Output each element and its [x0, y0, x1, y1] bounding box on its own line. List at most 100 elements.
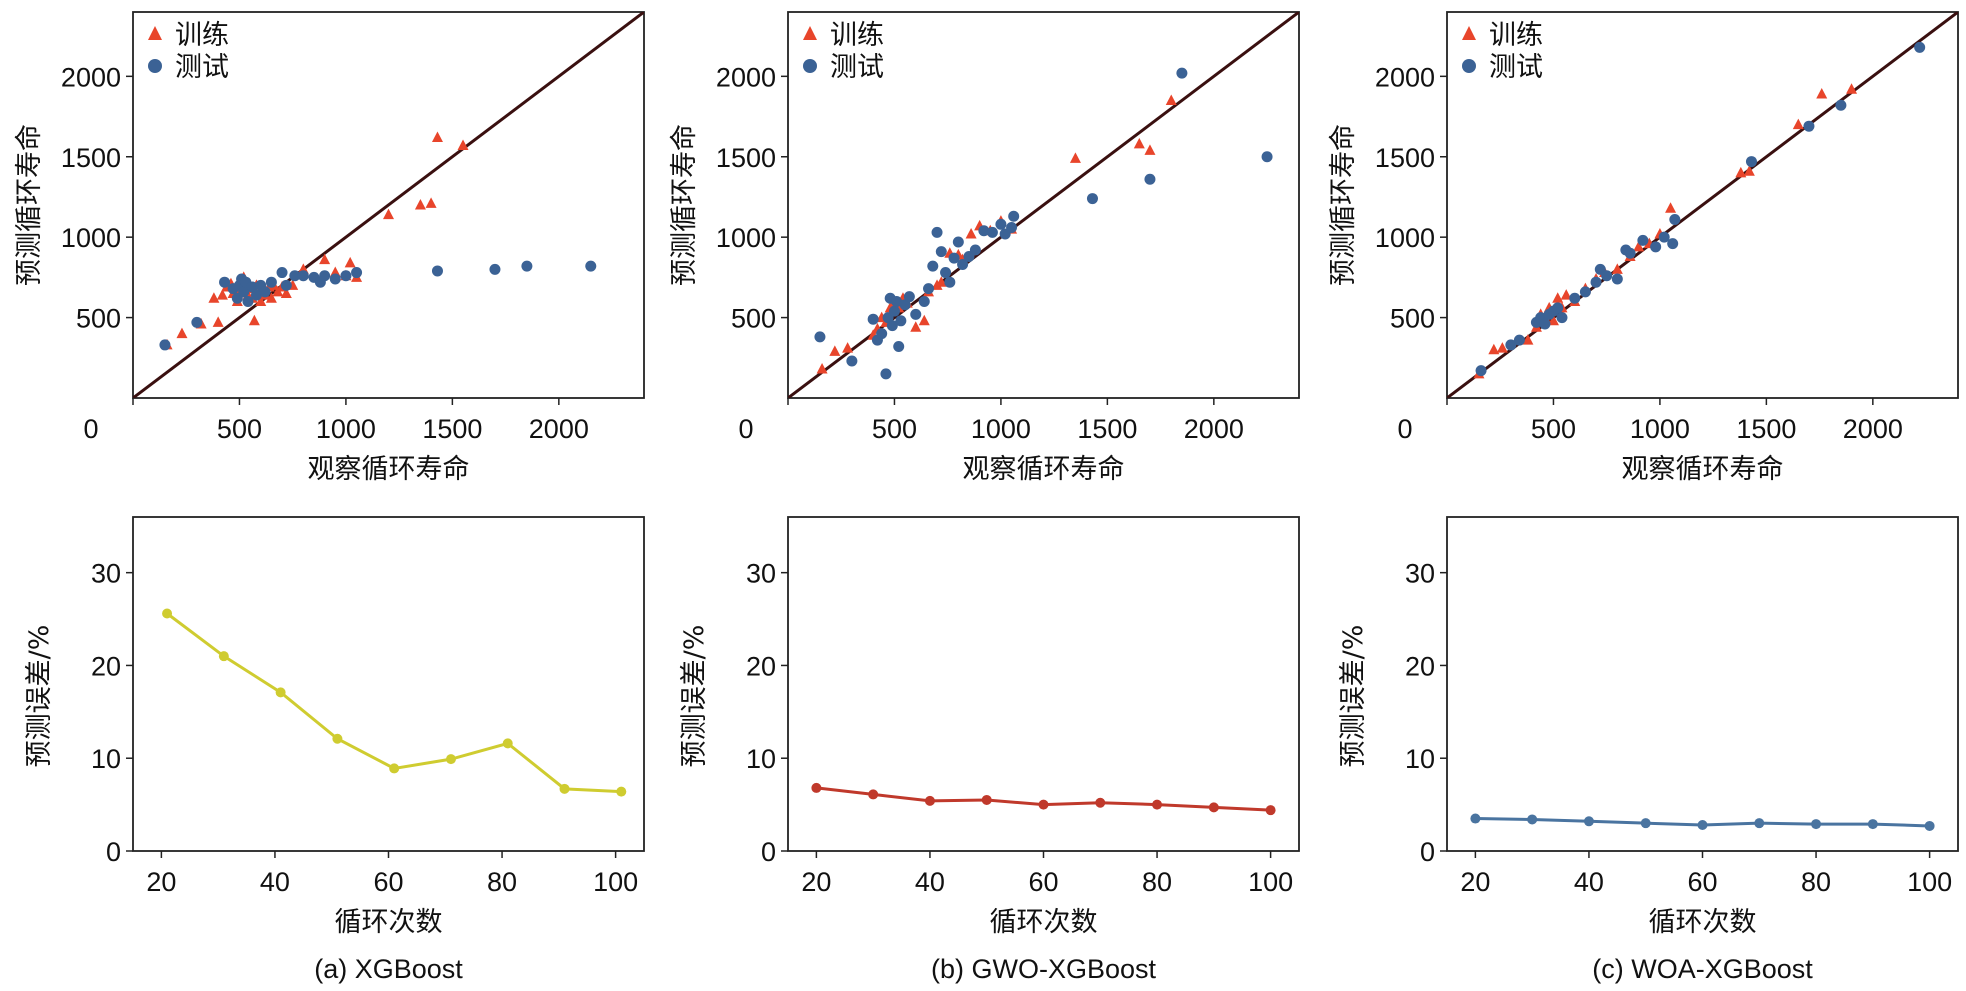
test-point: [1914, 41, 1926, 53]
legend-test-label: 测试: [175, 52, 229, 83]
test-point: [265, 276, 277, 288]
y-tick-label: 1500: [1375, 143, 1435, 173]
test-point: [489, 263, 501, 275]
x-tick-label: 100: [1907, 867, 1952, 897]
test-point: [585, 260, 597, 272]
train-point: [212, 316, 224, 327]
error-point: [559, 783, 570, 794]
x-tick-label: 60: [1028, 867, 1058, 897]
error-point: [218, 651, 229, 662]
test-point: [948, 252, 960, 264]
y-tick-label: 1000: [716, 223, 776, 253]
x-tick-label: 60: [1687, 867, 1717, 897]
y-axis-label: 预测循环寿命: [1328, 124, 1359, 286]
panel-2: 0 500 1000 1500 2000 500 1000 1500 2000 观察循环寿命 预测循…: [669, 11, 1300, 485]
train-point: [425, 197, 437, 208]
error-point: [389, 763, 400, 774]
test-point: [1008, 210, 1020, 222]
x-tick-label: 80: [1801, 867, 1831, 897]
test-point: [940, 267, 952, 279]
train-point: [842, 342, 854, 353]
test-point: [1006, 222, 1018, 234]
train-point: [1522, 334, 1534, 345]
test-point: [1539, 318, 1551, 330]
test-point: [969, 244, 981, 256]
train-point: [816, 363, 828, 374]
x-axis-label: 观察循环寿命: [308, 454, 470, 485]
train-point: [265, 292, 277, 303]
identity-line: [1447, 12, 1958, 398]
train-point: [176, 327, 188, 339]
train-point: [457, 139, 469, 150]
test-point: [899, 299, 911, 311]
series-test: [814, 67, 1273, 380]
legend-test-marker: [803, 59, 817, 73]
legend-test-marker: [1462, 59, 1476, 73]
x-tick-label: 0: [738, 414, 753, 444]
test-point: [1745, 156, 1757, 168]
test-point: [1637, 234, 1649, 246]
test-point: [1176, 67, 1188, 79]
test-point: [1658, 231, 1670, 243]
test-point: [219, 276, 231, 288]
y-tick-label: 1000: [1375, 223, 1435, 253]
y-tick-label: 20: [746, 651, 776, 681]
train-point: [1496, 342, 1508, 353]
x-tick-label: 2000: [1184, 414, 1244, 444]
test-point: [250, 289, 262, 301]
train-point: [1069, 152, 1081, 163]
x-tick-label: 40: [260, 867, 290, 897]
y-axis-label: 预测误差/%: [679, 625, 710, 768]
test-point: [246, 281, 258, 293]
x-tick-label: 100: [1248, 867, 1293, 897]
test-point: [521, 260, 533, 272]
identity-line: [133, 12, 644, 398]
series-test: [1475, 41, 1926, 377]
train-point: [1735, 166, 1747, 178]
test-point: [935, 246, 947, 258]
error-point: [1095, 797, 1106, 808]
test-point: [891, 296, 903, 307]
test-point: [1556, 312, 1568, 324]
x-tick-label: 1500: [1077, 414, 1137, 444]
legend-train-marker: [1462, 26, 1476, 40]
test-point: [886, 320, 898, 332]
x-tick-label: 1500: [422, 414, 482, 444]
y-tick-label: 500: [76, 304, 121, 334]
error-point: [1697, 820, 1708, 831]
error-point: [1924, 820, 1935, 831]
test-point: [1803, 120, 1815, 132]
train-point: [344, 256, 356, 268]
panel-1: 0 500 1000 1500 2000 500 1000 1500 2000 观察循环寿命 预测循…: [14, 11, 645, 485]
train-point: [208, 292, 220, 303]
legend-train-marker: [803, 26, 817, 40]
test-point: [867, 313, 879, 325]
x-tick-label: 1000: [971, 414, 1031, 444]
panel-caption: (a) XGBoost: [314, 954, 463, 984]
x-tick-label: 500: [1531, 414, 1576, 444]
test-point: [903, 291, 915, 303]
error-point: [1152, 799, 1163, 810]
train-point: [829, 345, 841, 356]
legend-test-label: 测试: [1489, 52, 1543, 83]
test-point: [1144, 173, 1156, 185]
test-point: [159, 339, 171, 351]
x-tick-label: 500: [872, 414, 917, 444]
test-point: [351, 267, 363, 279]
test-point: [1513, 334, 1525, 346]
y-axis-label: 预测误差/%: [1338, 625, 1369, 768]
legend-train-label: 训练: [175, 20, 229, 51]
test-point: [242, 296, 254, 307]
error-point: [502, 738, 513, 749]
train-point: [910, 321, 922, 332]
y-tick-label: 2000: [1375, 62, 1435, 92]
y-tick-label: 1000: [61, 223, 121, 253]
train-point: [935, 276, 947, 287]
test-point: [927, 260, 939, 272]
legend-test-label: 测试: [830, 52, 884, 83]
x-tick-label: 20: [801, 867, 831, 897]
x-axis-label: 观察循环寿命: [1622, 454, 1784, 485]
test-point: [876, 328, 888, 340]
test-point: [1601, 270, 1613, 282]
y-axis-label: 预测循环寿命: [669, 124, 700, 286]
